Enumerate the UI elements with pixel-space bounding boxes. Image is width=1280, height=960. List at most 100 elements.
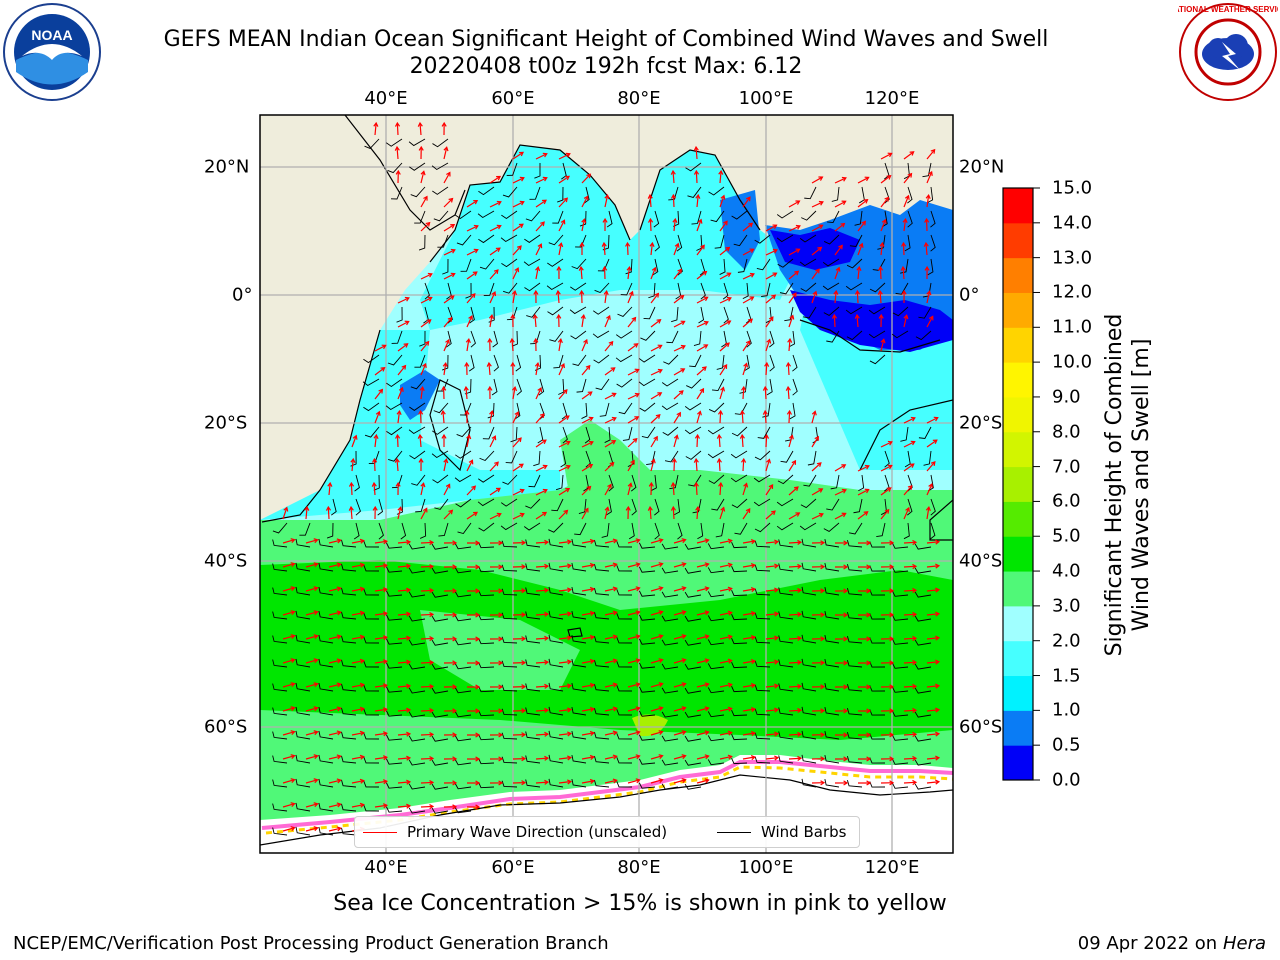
- wind-barb: [548, 586, 564, 596]
- wave-arrow-head: [494, 461, 499, 467]
- wind-barb: [627, 450, 634, 468]
- wave-arrow: [351, 780, 364, 784]
- wind-barb: [533, 450, 541, 467]
- wind-barb: [800, 282, 817, 292]
- wave-arrow: [305, 506, 308, 520]
- wind-barb: [410, 378, 426, 390]
- wave-arrow: [719, 170, 722, 184]
- wave-arrow-head: [693, 481, 700, 487]
- wave-arrow-head: [792, 292, 797, 298]
- wave-arrow: [512, 291, 516, 304]
- wave-arrow: [788, 565, 802, 568]
- wave-arrow-head: [716, 433, 722, 439]
- wind-barb: [691, 210, 702, 225]
- wind-barb: [593, 731, 610, 740]
- wind-barb: [363, 589, 380, 596]
- legend-black-line: [717, 832, 751, 833]
- wind-barb: [708, 402, 725, 413]
- wave-arrow-head: [587, 391, 593, 396]
- wave-arrow: [627, 460, 635, 472]
- wave-arrow-head: [745, 508, 751, 514]
- wind-barb: [575, 234, 587, 248]
- wave-arrow: [650, 587, 663, 592]
- wave-arrow-head: [635, 754, 641, 760]
- wave-arrow-head: [774, 683, 780, 689]
- wave-arrow-head: [473, 248, 479, 254]
- wave-arrow-head: [774, 563, 780, 569]
- wind-barb: [604, 426, 611, 443]
- wave-arrow: [374, 780, 387, 784]
- colorbar-segment: [1003, 396, 1033, 433]
- wave-arrow: [397, 733, 411, 736]
- wave-arrow-head: [542, 176, 548, 182]
- wave-arrow-head: [395, 169, 401, 175]
- wind-barb: [515, 354, 522, 372]
- wave-arrow: [443, 459, 448, 472]
- wind-barb: [778, 611, 794, 620]
- wave-arrow-head: [787, 337, 793, 343]
- wave-arrow-head: [521, 660, 527, 666]
- wave-arrow-head: [521, 756, 527, 762]
- wave-arrow-head: [768, 316, 774, 322]
- wave-arrow-head: [406, 635, 412, 641]
- wave-arrow: [282, 563, 295, 568]
- wave-arrow: [374, 636, 387, 640]
- wind-barb: [562, 426, 568, 444]
- footer-credit: NCEP/EMC/Verification Post Processing Pr…: [13, 933, 609, 954]
- wave-arrow-head: [820, 708, 826, 714]
- wave-arrow: [833, 314, 836, 328]
- wave-arrow-head: [544, 563, 550, 569]
- wind-barb: [788, 330, 795, 348]
- wind-barb: [385, 710, 403, 717]
- wave-arrow: [397, 365, 406, 376]
- wave-arrow-head: [935, 683, 941, 689]
- wind-barb: [408, 591, 426, 598]
- wind-barb: [671, 306, 679, 323]
- wave-arrow-head: [878, 313, 884, 319]
- lon-label-top-80e: 80°E: [617, 88, 661, 109]
- wave-arrow: [627, 779, 640, 784]
- wind-barb: [707, 663, 725, 670]
- wave-arrow: [535, 465, 548, 472]
- wave-arrow: [811, 462, 822, 472]
- colorbar-label-line1: Significant Height of Combined: [1102, 313, 1127, 657]
- wave-arrow: [765, 733, 778, 736]
- wave-arrow-head: [542, 152, 548, 158]
- wind-barb: [378, 522, 384, 540]
- wave-arrow: [788, 512, 800, 520]
- wave-arrow-head: [884, 196, 890, 202]
- wave-arrow-head: [567, 755, 573, 761]
- wave-arrow-head: [818, 488, 824, 493]
- wave-arrow: [673, 683, 686, 688]
- wave-arrow-head: [567, 563, 573, 569]
- wave-arrow: [397, 343, 408, 352]
- wave-arrow-head: [750, 730, 756, 737]
- wave-arrow-head: [632, 437, 638, 443]
- wave-arrow-head: [563, 197, 569, 203]
- wave-arrow: [581, 508, 589, 520]
- wave-arrow: [788, 460, 796, 472]
- wind-barb: [661, 783, 679, 790]
- wave-arrow-head: [840, 222, 846, 228]
- wave-arrow-head: [680, 368, 686, 373]
- wave-arrow-head: [670, 481, 676, 487]
- wave-arrow-head: [681, 754, 687, 760]
- wave-arrow-head: [382, 731, 389, 737]
- wind-barb: [824, 635, 840, 644]
- wave-arrow-head: [394, 121, 401, 127]
- colorbar-tick-label: 13.0: [1052, 247, 1093, 269]
- wind-barb: [524, 234, 541, 243]
- wave-arrow-head: [612, 562, 618, 568]
- wave-arrow-head: [498, 780, 504, 786]
- wave-arrow: [558, 339, 562, 352]
- wave-arrow-head: [565, 487, 571, 493]
- wave-arrow-head: [495, 247, 501, 253]
- wave-arrow: [351, 636, 364, 640]
- wave-arrow-head: [427, 296, 433, 302]
- wave-arrow-head: [889, 588, 895, 594]
- wave-arrow: [558, 780, 571, 784]
- wave-arrow: [834, 290, 837, 304]
- wave-arrow-head: [475, 708, 481, 714]
- wave-arrow-head: [290, 730, 296, 736]
- wave-arrow-head: [498, 756, 504, 762]
